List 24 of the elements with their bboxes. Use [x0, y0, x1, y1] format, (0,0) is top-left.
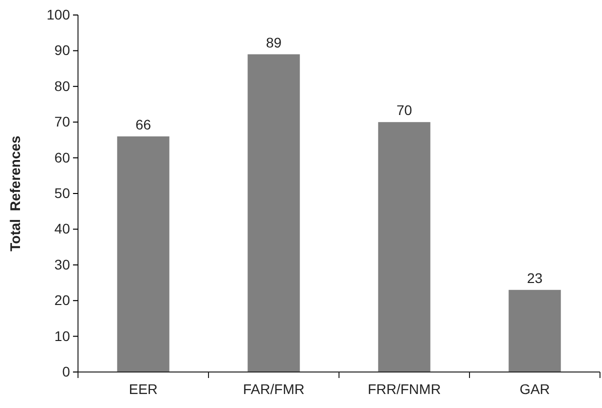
y-tick-label: 70 [54, 114, 70, 130]
data-label: 70 [396, 102, 412, 118]
x-tick-label: EER [128, 380, 158, 397]
y-tick-label: 80 [54, 78, 70, 94]
y-tick-label: 60 [54, 149, 70, 166]
x-tick-label: FAR/FMR [243, 380, 304, 397]
y-tick-label: 50 [54, 184, 70, 201]
y-axis-title: Total References [7, 135, 23, 252]
bar [378, 122, 430, 372]
y-tick-label: 100 [46, 6, 70, 22]
y-tick-label: 90 [54, 42, 70, 58]
bar [508, 290, 561, 372]
x-tick-label: FRR/FNMR [368, 380, 441, 397]
y-tick-label: 0 [62, 363, 70, 380]
bar [117, 136, 170, 372]
data-label: 23 [526, 270, 543, 286]
data-label: 66 [135, 116, 152, 132]
bar [248, 54, 300, 372]
y-tick-label: 30 [54, 256, 70, 272]
x-tick-label: GAR [520, 380, 550, 397]
data-label: 89 [266, 34, 282, 50]
y-tick-label: 40 [54, 220, 70, 237]
y-tick-label: 20 [54, 292, 70, 308]
y-tick-label: 10 [54, 328, 70, 344]
